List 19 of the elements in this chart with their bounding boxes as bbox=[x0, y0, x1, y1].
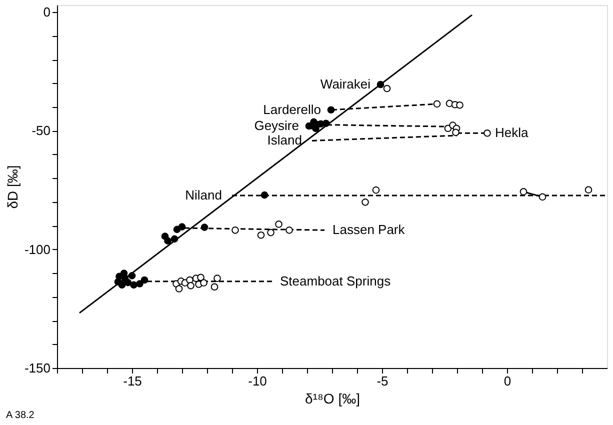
x-tick-label: 0 bbox=[504, 374, 512, 388]
y-tick-label: 0 bbox=[43, 4, 50, 20]
annotation: Steamboat Springs bbox=[280, 273, 392, 288]
annotation: Lassen Park bbox=[332, 222, 406, 238]
x-axis-title: δ¹⁸O [‰] bbox=[305, 390, 360, 406]
y-tick-label: -150 bbox=[24, 360, 50, 376]
y-axis-title: δD [‰] bbox=[4, 165, 20, 209]
y-tick-label: -50 bbox=[32, 123, 50, 138]
x-tick-label: -10 bbox=[248, 374, 267, 388]
annotation: Geysire bbox=[254, 118, 299, 133]
annotation: Wairakei bbox=[320, 76, 371, 92]
annotation: Niland bbox=[185, 188, 222, 203]
text: A 38.2 bbox=[6, 410, 35, 421]
y-tick-label: -100 bbox=[24, 242, 50, 257]
annotation: Island bbox=[267, 132, 302, 148]
annotation: Larderello bbox=[263, 102, 321, 117]
x-tick-label: -5 bbox=[376, 374, 388, 388]
annotation: Hekla bbox=[495, 125, 530, 140]
x-tick-label: -15 bbox=[123, 374, 142, 388]
